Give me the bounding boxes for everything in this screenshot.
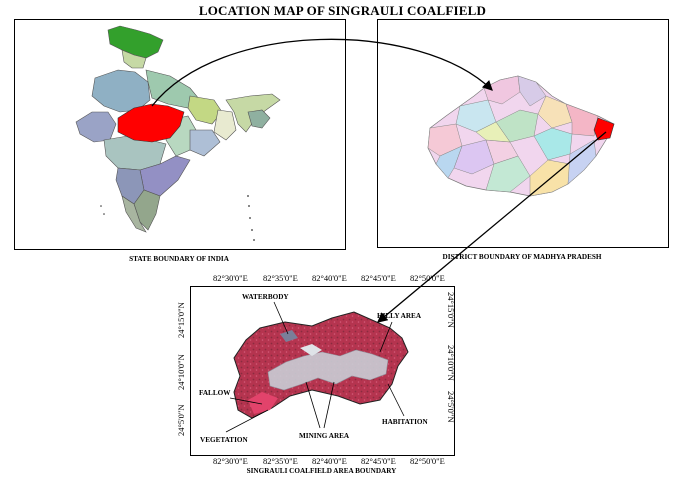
waterbody <box>280 330 298 342</box>
mp-district-15 <box>475 121 511 143</box>
state-bihar <box>187 95 223 125</box>
label-vegetation: VEGETATION <box>200 436 248 444</box>
lat-label-right-2: 24°10'0"N <box>446 345 456 381</box>
page-title: LOCATION MAP OF SINGRAULI COALFIELD <box>198 3 487 18</box>
label-hilly-area: HILLY AREA <box>377 312 422 320</box>
lon-label-bottom-5: 82°50'0"E <box>410 456 445 466</box>
lat-label-right-3: 24°5'0"N <box>446 391 456 423</box>
mp-district-12 <box>567 139 597 185</box>
leader-waterbody <box>273 301 289 335</box>
state-kerala <box>121 195 147 233</box>
lat-label-left-2: 24°10'0"N <box>176 354 186 390</box>
mp-district-14 <box>435 145 463 179</box>
label-fallow: FALLOW <box>199 389 231 397</box>
state-rajasthan <box>91 69 151 113</box>
lat-label-right-1: 24°15'0"N <box>446 292 456 328</box>
lat-label-left-1: 24°15'0"N <box>176 302 186 338</box>
lon-label-bottom-4: 82°45'0"E <box>361 456 396 466</box>
mp-district-singrauli <box>593 117 615 141</box>
label-waterbody: WATERBODY <box>242 293 289 301</box>
caption-singrauli: SINGRAULI COALFIELD AREA BOUNDARY <box>246 467 397 475</box>
arrow-india-to-mp <box>151 38 493 107</box>
leader-fallow <box>229 397 263 405</box>
mp-map-panel <box>377 19 669 248</box>
state-himachal <box>121 49 147 69</box>
mp-district-2 <box>517 75 547 107</box>
state-gujarat <box>75 111 117 143</box>
mining-streak <box>300 344 322 356</box>
lon-label-top-3: 82°40'0"E <box>312 273 347 283</box>
lon-label-top-4: 82°45'0"E <box>361 273 396 283</box>
state-northeast-2 <box>247 109 271 129</box>
mp-district-4 <box>565 103 599 137</box>
leader-habitation <box>387 383 405 417</box>
label-mining-area: MINING AREA <box>299 432 350 440</box>
lat-label-left-3: 24°5'0"N <box>176 404 186 436</box>
state-madhya-pradesh <box>117 103 185 143</box>
arrow-mp-to-singrauli <box>377 131 607 323</box>
leader-vegetation <box>225 409 269 433</box>
leader-mining-2 <box>323 381 335 429</box>
leader-mining-1 <box>305 381 321 429</box>
label-habitation: HABITATION <box>382 418 428 426</box>
lon-label-top-1: 82°30'0"E <box>213 273 248 283</box>
lon-label-top-2: 82°35'0"E <box>263 273 298 283</box>
leader-hilly <box>379 321 393 353</box>
caption-india: STATE BOUNDARY OF INDIA <box>129 255 229 263</box>
lon-label-bottom-1: 82°30'0"E <box>213 456 248 466</box>
caption-mp: DISTRICT BOUNDARY OF MADHYA PRADESH <box>442 253 602 261</box>
lon-label-top-5: 82°50'0"E <box>410 273 445 283</box>
state-jammu-kashmir <box>107 25 164 59</box>
state-west-bengal <box>213 109 237 141</box>
state-odisha <box>189 129 221 157</box>
mp-district-7 <box>533 127 573 161</box>
mp-district-3 <box>537 95 573 129</box>
lon-label-bottom-2: 82°35'0"E <box>263 456 298 466</box>
vegetation-patch <box>248 392 278 414</box>
lon-label-bottom-3: 82°40'0"E <box>312 456 347 466</box>
